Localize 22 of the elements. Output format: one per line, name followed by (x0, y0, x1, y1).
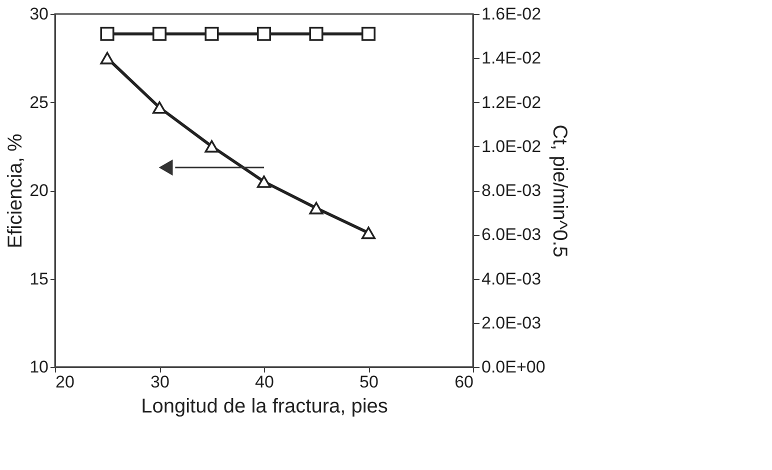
y-tick-label: 20 (30, 181, 48, 200)
y2-tick-label: 4.0E-03 (482, 269, 542, 288)
y-axis-title: Eficiencia, % (4, 134, 27, 248)
y2-tick-label: 1.2E-02 (482, 92, 542, 112)
y-tick-label: 10 (30, 358, 48, 376)
x-tick-label: 60 (454, 372, 474, 392)
y2-tick-label: 1.4E-02 (482, 48, 542, 68)
x-tick-label: 40 (255, 372, 274, 392)
y2-tick-label: 1.0E-02 (482, 136, 542, 156)
y-tick-label: 15 (30, 269, 48, 288)
x-axis-title: Longitud de la fractura, pies (141, 396, 388, 418)
x-tick-label: 30 (150, 372, 170, 392)
y2-tick-label: 0.0E+00 (482, 358, 546, 376)
y2-tick-label: 8.0E-03 (482, 181, 542, 200)
x-tick-label: 50 (360, 372, 378, 392)
x-tick-label: 20 (56, 372, 74, 392)
y2-axis-title: Ct, pie/min^0.5 (548, 124, 570, 258)
y-tick-label: 30 (30, 4, 48, 24)
y2-tick-label: 2.0E-03 (482, 313, 542, 332)
y-tick-label: 25 (30, 92, 48, 112)
y2-tick-label: 1.6E-02 (482, 4, 542, 24)
y2-tick-label: 6.0E-03 (482, 225, 542, 244)
